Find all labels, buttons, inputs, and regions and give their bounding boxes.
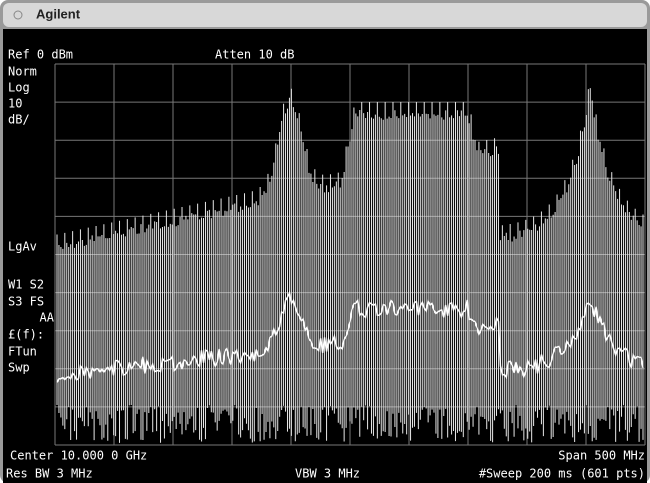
trace [56,88,644,443]
span: Span 500 MHz [558,449,645,463]
side-label: AA [40,311,55,325]
side-label: £(f): [8,328,44,342]
side-label: LgAv [8,240,37,254]
sweep: #Sweep 200 ms (601 pts) [479,467,645,481]
res-bw: Res BW 3 MHz [6,467,93,481]
side-label: Swp [8,361,30,375]
logo-icon [13,10,23,20]
side-label: W1 S2 [8,278,44,292]
brand: Agilent [36,6,81,21]
side-label: 10 [8,97,22,111]
attenuation: Atten 10 dB [215,48,294,62]
side-label: Log [8,81,30,95]
average-trace [56,290,644,383]
side-label: FTun [8,345,37,359]
ref-level: Ref 0 dBm [8,48,73,62]
side-label: Norm [8,65,37,79]
vbw: VBW 3 MHz [295,467,360,481]
side-label: dB/ [8,113,30,127]
side-label: S3 FS [8,295,44,309]
center-freq: Center 10.000 0 GHz [10,449,147,463]
title-bar [3,3,647,27]
